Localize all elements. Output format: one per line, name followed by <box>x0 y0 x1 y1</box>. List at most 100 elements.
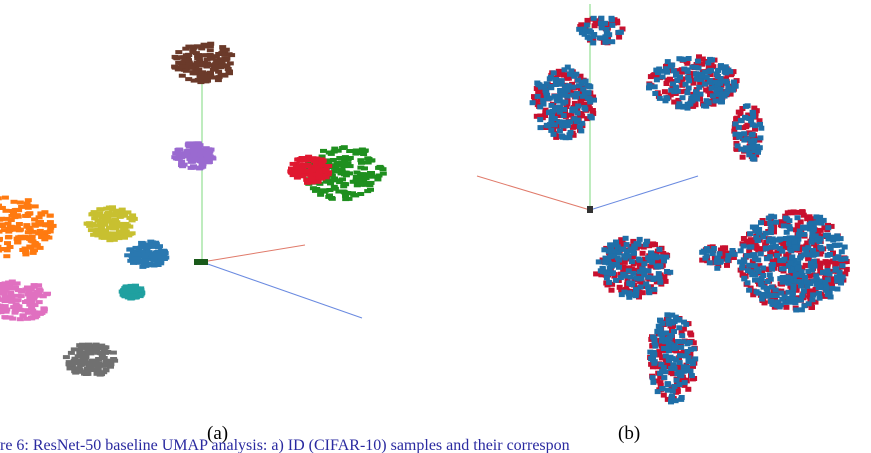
panel-b-point <box>660 251 667 256</box>
panel-a-point <box>0 217 4 222</box>
panel-b-point <box>581 105 588 110</box>
panel-b-point <box>552 77 559 82</box>
panel-b-point <box>767 230 774 236</box>
panel-b-point <box>633 287 640 293</box>
panel-b-point <box>566 135 573 141</box>
panel-a-point <box>185 58 192 63</box>
panel-a-point <box>340 182 348 186</box>
panel-b-point <box>672 314 679 320</box>
panel-b-point <box>641 261 648 267</box>
panel-b-point <box>743 124 750 130</box>
panel-b-point <box>788 299 794 305</box>
panel-b-point <box>657 382 664 388</box>
panel-b-point <box>772 244 779 250</box>
panel-b-point <box>585 90 592 96</box>
panel-b-point <box>834 286 841 292</box>
panel-b-point <box>836 242 843 248</box>
panel-b-point <box>639 266 646 272</box>
panel-b-point <box>740 236 747 241</box>
panel-b-point <box>773 258 780 264</box>
panel-a-point <box>24 285 31 290</box>
panel-b-point <box>573 91 580 96</box>
panel-b-point <box>743 238 750 244</box>
panel-b-point <box>677 74 683 80</box>
panel-b-point <box>558 81 565 87</box>
panel-b-point <box>657 331 664 337</box>
panel-b-point <box>717 91 724 97</box>
panel-a-point <box>367 180 375 185</box>
panel-b-point <box>731 83 738 89</box>
panel-a-point <box>10 199 18 204</box>
panel-b-point <box>809 297 816 303</box>
panel-b-point <box>575 103 582 109</box>
panel-b-point <box>603 275 610 281</box>
panel-a-point <box>16 227 24 232</box>
figure-caption: re 6: ResNet-50 baseline UMAP analysis: … <box>0 437 871 453</box>
panel-b-point <box>529 100 536 106</box>
panel-b-point <box>703 74 710 80</box>
panel-a-point <box>122 229 130 234</box>
panel-b-point <box>588 115 595 121</box>
panel-a-point <box>84 347 92 352</box>
panel-b-point <box>657 317 663 323</box>
panel-a-point <box>31 217 39 222</box>
panel-b-point <box>798 244 805 250</box>
panel-b-point <box>836 269 843 275</box>
panel-b-point <box>660 346 667 351</box>
panel-a-point <box>116 224 123 229</box>
panel-b-point <box>546 95 553 101</box>
panel-b-point <box>778 266 785 272</box>
panel-b-point <box>625 253 632 259</box>
panel-b-point <box>618 237 625 243</box>
panel-b-point <box>699 249 706 255</box>
panel-a-point <box>349 191 356 196</box>
panel-a-point <box>225 52 233 57</box>
panel-a-point <box>212 54 220 59</box>
panel-a-point <box>93 371 101 376</box>
panel-b-point <box>627 274 634 280</box>
panel-a-point <box>209 67 217 72</box>
panel-a-cluster-3 <box>171 141 217 171</box>
panel-b-point <box>737 118 744 124</box>
panel-b-point <box>816 295 823 301</box>
panel-a-point <box>333 160 341 165</box>
panel-a-point <box>24 211 32 216</box>
panel-b-point <box>677 353 683 359</box>
panel-b-point <box>659 320 666 326</box>
panel-a-point <box>102 228 110 233</box>
panel-a-point <box>0 310 5 315</box>
panel-a-point <box>200 42 208 47</box>
panel-b-point <box>613 239 619 245</box>
panel-a-point <box>0 291 5 296</box>
panel-a-point <box>178 64 186 69</box>
panel-a-point <box>356 181 364 186</box>
panel-b-point <box>832 263 839 269</box>
panel-b-point <box>798 307 805 313</box>
panel-b-point <box>720 245 726 251</box>
panel-a-point <box>352 148 360 153</box>
panel-a-point <box>75 366 83 371</box>
panel-b-point <box>669 388 676 394</box>
panel-a-point <box>102 367 110 372</box>
panel-a-point <box>340 184 348 189</box>
panel-a-point <box>110 224 118 229</box>
panel-a-point <box>30 292 37 297</box>
panel-b-point <box>741 259 748 264</box>
panel-b-point <box>631 250 637 256</box>
panel-b-point <box>808 288 815 294</box>
panel-b-point <box>681 382 688 388</box>
panel-a-point <box>21 308 29 313</box>
panel-b-point <box>744 103 751 109</box>
panel-a-point <box>133 257 141 262</box>
panel-b-point <box>770 293 777 298</box>
panel-a-point <box>1 304 9 309</box>
panel-a-point <box>8 213 16 218</box>
panel-b-point <box>748 244 755 250</box>
panel-b-point <box>543 81 550 87</box>
panel-b-point <box>586 84 593 90</box>
panel-b-point <box>732 121 739 127</box>
panel-b-point <box>715 67 721 73</box>
panel-a-point <box>303 177 311 182</box>
panel-b-point <box>549 113 555 119</box>
panel-b-point <box>717 259 724 265</box>
